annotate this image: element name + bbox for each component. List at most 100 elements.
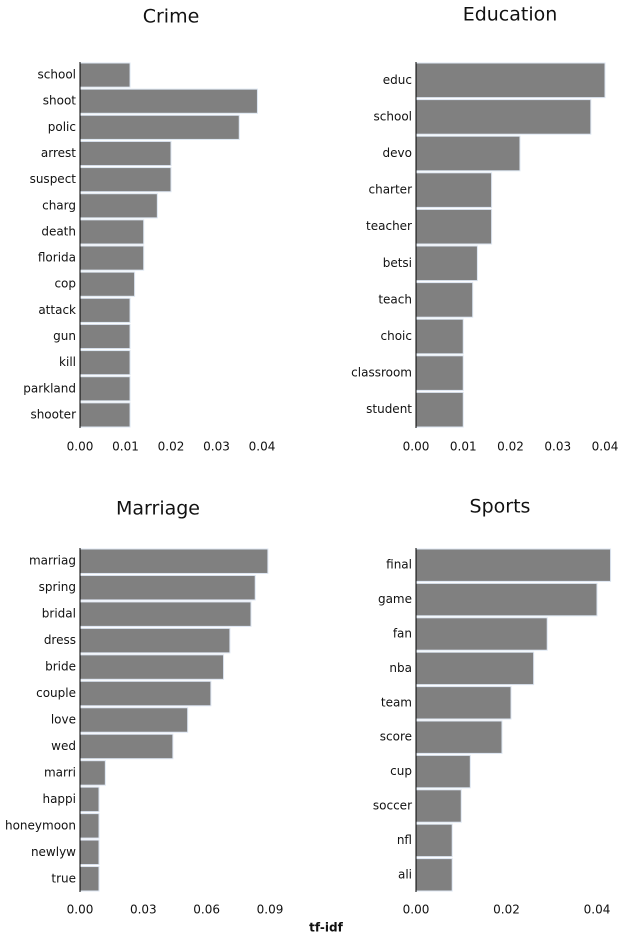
bar [415,754,471,789]
bar [79,601,252,627]
bar [415,548,612,582]
x-tick-label: 0.04 [584,903,611,917]
bar [79,219,145,245]
x-tick-label: 0.01 [450,440,477,454]
x-tick-label: 0.00 [403,440,430,454]
y-tick-label: true [51,871,76,885]
bar [415,720,503,754]
x-tick-label: 0.04 [249,440,276,454]
y-tick-label: charter [368,183,412,197]
x-tick-label: 0.03 [130,903,157,917]
bar [415,582,598,617]
y-tick-label: love [51,713,76,727]
bar [79,813,100,839]
bar [415,617,548,651]
bar [79,245,145,271]
y-tick-label: couple [36,686,76,700]
y-tick-label: classroom [351,366,412,380]
bar [415,823,453,858]
bar [79,839,100,866]
y-tick-label: parkland [23,381,76,395]
bar [79,62,131,88]
y-tick-label: polic [48,120,76,134]
x-axis-label: tf-idf [309,921,343,935]
bar [79,297,131,323]
y-tick-label: score [380,730,412,744]
y-tick-label: shoot [43,94,77,108]
y-tick-label: betsi [383,256,412,270]
y-tick-label: educ [383,73,412,87]
x-tick-label: 0.06 [193,903,220,917]
y-tick-label: charg [42,198,76,212]
bar [79,376,131,402]
y-tick-label: nba [389,661,412,675]
y-tick-label: arrest [41,146,76,160]
y-tick-label: honeymoon [5,818,76,832]
x-tick-label: 0.03 [544,440,571,454]
bar [79,167,172,193]
bar [415,789,462,823]
y-tick-label: newlyw [31,845,76,859]
x-tick-label: 0.02 [158,440,185,454]
y-tick-label: attack [38,303,76,317]
y-tick-label: team [381,695,412,709]
y-tick-label: fan [393,627,412,641]
bar [79,733,174,760]
bar [415,135,521,172]
bar [415,318,464,355]
bar [415,858,453,892]
y-tick-label: gun [53,329,76,343]
chart-title: Sports [470,496,531,518]
y-tick-label: nfl [397,833,412,847]
bar [415,208,493,245]
y-tick-label: final [386,558,412,572]
bar [415,62,606,99]
x-tick-label: 0.00 [403,903,430,917]
bar [79,193,158,219]
x-tick-label: 0.02 [493,903,520,917]
x-tick-label: 0.01 [112,440,139,454]
x-tick-label: 0.02 [497,440,524,454]
y-tick-label: cop [54,277,76,291]
bar [79,866,100,892]
bar [415,99,592,135]
y-tick-label: choic [381,329,412,343]
bar [79,271,136,297]
y-tick-label: game [378,592,412,606]
bar [79,114,240,140]
bar [79,627,231,654]
y-tick-label: happi [42,792,76,806]
y-tick-label: devo [383,146,412,160]
y-tick-label: bridal [42,607,76,621]
bar [415,172,493,208]
x-tick-label: 0.04 [592,440,619,454]
y-tick-label: marri [44,765,76,779]
y-tick-label: spring [39,580,76,594]
bar [79,140,172,167]
y-tick-label: cup [390,764,412,778]
y-tick-label: teacher [366,219,412,233]
bar [79,680,212,707]
x-tick-label: 0.00 [67,903,94,917]
y-tick-label: wed [51,739,76,753]
y-tick-label: ali [398,867,412,881]
y-tick-label: suspect [30,172,77,186]
bar [415,282,474,318]
bar [79,402,131,428]
bar [79,323,131,350]
y-tick-label: soccer [373,799,412,813]
bar [415,245,478,282]
y-tick-label: shooter [30,407,76,421]
bar [79,786,100,813]
bar [79,654,225,680]
y-tick-label: student [366,402,412,416]
y-tick-label: death [41,224,76,238]
y-tick-label: florida [38,251,76,265]
y-tick-label: marriag [29,554,76,568]
chart-title: Education [463,4,558,26]
x-tick-label: 0.00 [67,440,94,454]
bar [415,651,535,686]
y-tick-label: teach [378,292,412,306]
x-tick-label: 0.03 [203,440,230,454]
